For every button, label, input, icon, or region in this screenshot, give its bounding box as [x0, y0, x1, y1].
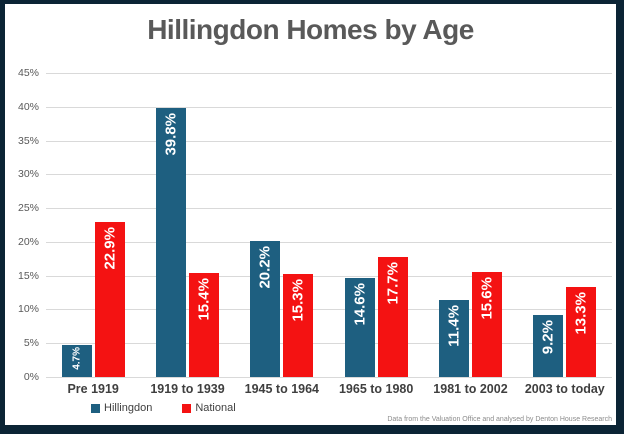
source-note: Data from the Valuation Office and analy…	[387, 416, 612, 423]
bar-group: 4.7% 22.9%	[46, 73, 140, 377]
legend-label: Hillingdon	[104, 402, 153, 414]
bar-hillingdon: 20.2%	[250, 241, 281, 377]
x-tick-label: 1981 to 2002	[433, 382, 508, 396]
y-tick-label: 10%	[17, 303, 39, 316]
y-tick-label: 35%	[17, 134, 39, 147]
bar-national: 15.6%	[471, 272, 502, 377]
bar-group: 11.4% 15.6%	[423, 73, 517, 377]
x-tick-label: 1965 to 1980	[338, 382, 414, 396]
bar-hillingdon: 39.8%	[155, 108, 186, 377]
bar-value-label: 22.9%	[101, 227, 119, 270]
chart-card: Hillingdon Homes by Age 0% 5% 10% 15% 20% 25%…	[5, 4, 616, 425]
bar-groups: 4.7% 22.9% 39.8% 15.4% 20.2% 15.3% 14.6% 17.7% 1…	[46, 73, 612, 377]
gridline	[46, 140, 612, 142]
bar-value-label: 17.7%	[384, 262, 402, 305]
bar-value-label: 20.2%	[256, 246, 274, 289]
y-tick-label: 15%	[17, 269, 39, 282]
bar-value-label: 13.3%	[572, 292, 590, 335]
bar-hillingdon: 9.2%	[533, 315, 564, 377]
x-tick-label: 1945 to 1964	[244, 382, 319, 396]
x-tick-label: 1919 to 1939	[150, 382, 225, 396]
y-tick-label: 30%	[17, 168, 39, 181]
legend: Hillingdon National	[91, 402, 236, 414]
legend-item-hillingdon: Hillingdon	[91, 402, 152, 414]
bar-value-label: 15.3%	[289, 279, 307, 322]
gridline	[46, 106, 612, 108]
y-tick-label: 5%	[23, 337, 39, 350]
bar-national: 17.7%	[377, 257, 408, 377]
bar-value-label: 39.8%	[162, 113, 180, 156]
chart-title: Hillingdon Homes by Age	[147, 14, 474, 45]
plot-area: 4.7% 22.9% 39.8% 15.4% 20.2% 15.3% 14.6% 17.7% 1…	[46, 73, 612, 378]
gridline	[46, 275, 612, 277]
bar-value-label: 11.4%	[445, 305, 463, 347]
gridline	[46, 73, 612, 74]
gridline	[46, 208, 612, 210]
gridline	[46, 241, 612, 243]
y-tick-label: 0%	[23, 371, 39, 383]
bar-value-label: 15.6%	[478, 277, 496, 320]
bar-value-label: 4.7%	[71, 347, 83, 370]
bar-group: 9.2% 13.3%	[518, 73, 612, 377]
bar-hillingdon: 11.4%	[438, 300, 469, 377]
x-tick-label: Pre 1919	[67, 382, 119, 396]
bar-group: 20.2% 15.3%	[235, 73, 329, 377]
x-tick-label: 2003 to today	[524, 382, 605, 396]
y-axis-labels: 0% 5% 10% 15% 20% 25% 30% 35% 40% 45%	[5, 67, 39, 383]
bar-value-label: 9.2%	[539, 320, 557, 355]
bar-group: 14.6% 17.7%	[329, 73, 423, 377]
bar-national: 15.3%	[283, 274, 314, 377]
legend-item-national: National	[182, 402, 236, 414]
bar-national: 22.9%	[94, 222, 125, 377]
y-tick-label: 25%	[17, 202, 39, 215]
gridline	[46, 343, 612, 345]
x-axis-labels: Pre 1919 1919 to 1939 1945 to 1964 1965 to …	[46, 382, 612, 396]
bar-group: 39.8% 15.4%	[140, 73, 234, 377]
bar-hillingdon: 14.6%	[344, 278, 375, 377]
gridline	[46, 174, 612, 176]
bar-hillingdon: 4.7%	[61, 345, 92, 377]
legend-label: National	[195, 402, 236, 414]
gridline	[46, 309, 612, 311]
bar-value-label: 14.6%	[351, 283, 369, 326]
y-tick-label: 45%	[17, 67, 39, 79]
legend-swatch-icon	[91, 403, 100, 413]
y-tick-label: 20%	[17, 235, 39, 248]
y-tick-label: 40%	[17, 100, 39, 113]
bar-value-label: 15.4%	[195, 278, 213, 321]
gridline	[46, 377, 612, 378]
bar-national: 13.3%	[566, 287, 597, 377]
legend-swatch-icon	[182, 403, 192, 413]
bar-national: 15.4%	[188, 273, 219, 377]
